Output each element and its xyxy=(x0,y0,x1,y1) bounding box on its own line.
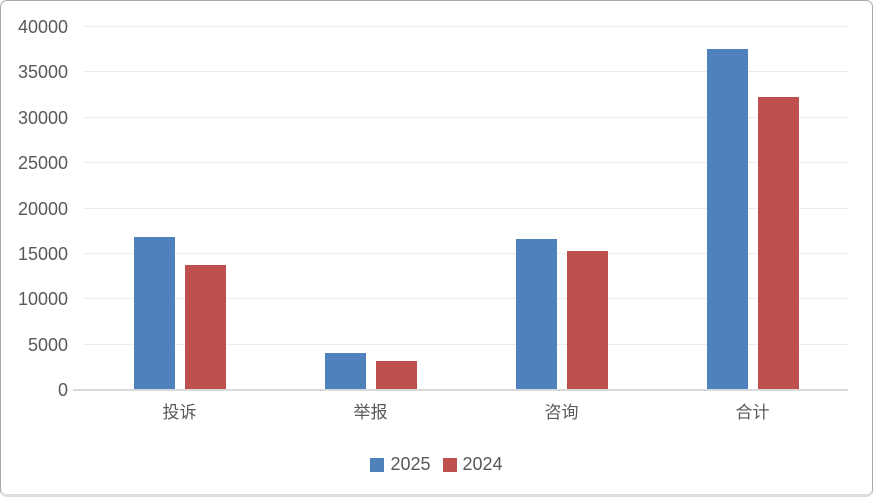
legend-item-2025: 2025 xyxy=(370,454,431,475)
gridline-15000 xyxy=(84,252,848,254)
legend-swatch-2024 xyxy=(442,457,457,472)
x-category-label-2: 举报 xyxy=(353,403,388,422)
gridline-20000 xyxy=(84,207,848,209)
y-tick-label-15000: 15000 xyxy=(17,243,68,264)
plot-area xyxy=(84,26,848,390)
chart-legend: 2025 2024 xyxy=(1,454,872,475)
x-category-label-4: 合计 xyxy=(735,403,770,422)
legend-label-2025: 2025 xyxy=(390,454,431,474)
gridline-40000 xyxy=(84,26,848,27)
bar-2024-2 xyxy=(375,360,417,390)
gridline-35000 xyxy=(84,71,848,73)
gridline-25000 xyxy=(84,162,848,164)
y-tick-label-25000: 25000 xyxy=(17,153,68,174)
y-tick-label-35000: 35000 xyxy=(17,62,68,83)
gridline-5000 xyxy=(84,343,848,345)
legend-item-2024: 2024 xyxy=(442,454,503,475)
y-tick-label-5000: 5000 xyxy=(27,334,68,355)
bar-group-1 xyxy=(84,27,275,390)
bar-2024-4 xyxy=(757,96,799,390)
legend-swatch-2025 xyxy=(370,457,385,472)
bar-group-3 xyxy=(466,27,657,390)
gridline-30000 xyxy=(84,116,848,118)
bar-group-2 xyxy=(275,27,466,390)
y-tick-label-0: 0 xyxy=(57,380,68,400)
bar-2025-1 xyxy=(133,236,175,390)
bar-2025-3 xyxy=(515,239,557,390)
x-category-label-3: 咨询 xyxy=(544,403,579,422)
x-category-label-1: 投诉 xyxy=(162,403,197,422)
bar-2025-4 xyxy=(706,48,748,390)
bar-group-4 xyxy=(657,27,848,390)
gridline-10000 xyxy=(84,298,848,300)
y-tick-label-30000: 30000 xyxy=(17,107,68,128)
legend-label-2024: 2024 xyxy=(462,454,503,474)
x-axis-baseline xyxy=(73,389,848,391)
y-tick-label-40000: 40000 xyxy=(17,17,68,37)
bar-2025-2 xyxy=(324,352,366,390)
bar-2024-1 xyxy=(184,264,226,390)
y-tick-label-20000: 20000 xyxy=(17,198,68,219)
y-tick-label-10000: 10000 xyxy=(17,289,68,310)
bar-2024-3 xyxy=(566,251,608,390)
